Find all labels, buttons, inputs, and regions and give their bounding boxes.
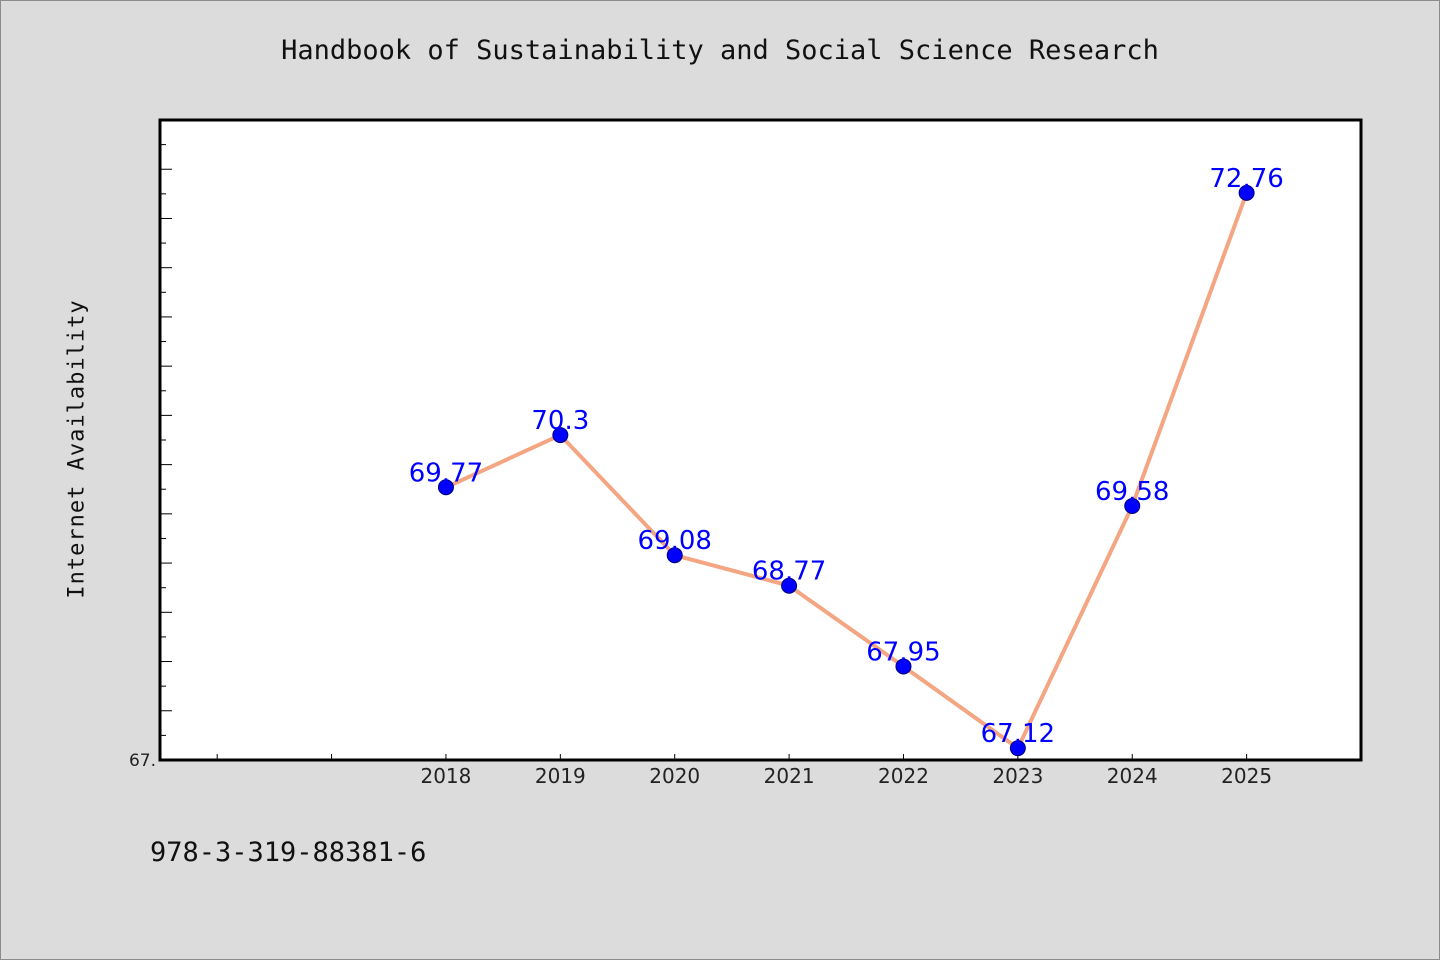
data-point: [895, 658, 912, 675]
data-label: 67.95: [866, 637, 940, 667]
data-point: [437, 479, 454, 496]
x-tick-label: 2023: [992, 764, 1043, 788]
data-label: 72.76: [1209, 164, 1283, 194]
x-tick-label: 2024: [1107, 764, 1158, 788]
data-point: [781, 577, 798, 594]
x-tick-label: 2025: [1221, 764, 1272, 788]
plot-border: [158, 118, 1363, 762]
data-label: 67.12: [981, 719, 1055, 749]
x-tick-label: 2021: [764, 764, 815, 788]
series-line: [444, 190, 1249, 751]
isbn-footnote: 978-3-319-88381-6: [150, 837, 427, 868]
data-label: 69.08: [637, 526, 711, 556]
y-tick-label: 67.: [129, 751, 156, 771]
data-point: [1009, 740, 1026, 757]
data-point: [1238, 184, 1255, 201]
data-label: 69.58: [1095, 477, 1169, 507]
data-label: 70.3: [531, 406, 589, 436]
x-tick-label: 2019: [535, 764, 586, 788]
chart-title: Handbook of Sustainability and Social Sc…: [281, 35, 1159, 66]
plot-area: [160, 120, 1361, 760]
x-tick-label: 2022: [878, 764, 929, 788]
data-label: 68.77: [752, 557, 826, 587]
x-tick-label: 2020: [649, 764, 700, 788]
data-point: [666, 547, 683, 564]
data-label: 69.77: [409, 458, 483, 488]
data-point: [552, 427, 569, 444]
data-point: [1124, 497, 1141, 514]
x-tick-label: 2018: [420, 764, 471, 788]
